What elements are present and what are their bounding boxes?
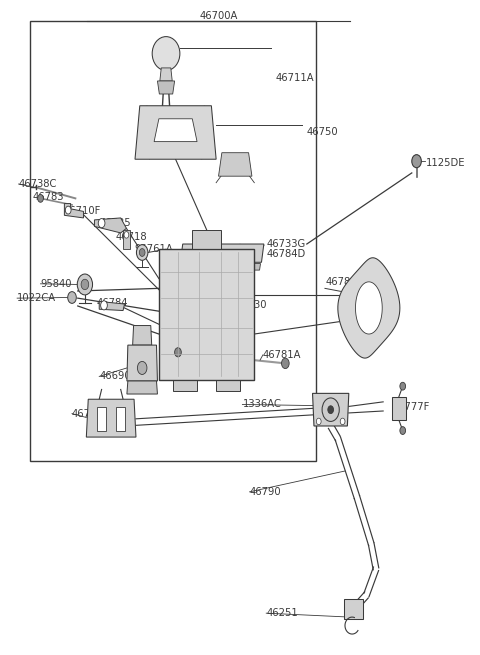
Polygon shape bbox=[64, 204, 84, 218]
Text: 46710F: 46710F bbox=[63, 206, 101, 216]
Circle shape bbox=[281, 358, 289, 369]
Text: 46781A: 46781A bbox=[263, 350, 301, 360]
Polygon shape bbox=[99, 301, 124, 310]
Circle shape bbox=[37, 195, 43, 202]
Text: 46784D: 46784D bbox=[266, 250, 305, 259]
Polygon shape bbox=[127, 381, 157, 394]
Polygon shape bbox=[154, 119, 197, 141]
Circle shape bbox=[101, 301, 108, 310]
Circle shape bbox=[322, 398, 339, 421]
Circle shape bbox=[175, 348, 181, 357]
Circle shape bbox=[98, 219, 105, 228]
Polygon shape bbox=[392, 397, 406, 420]
Circle shape bbox=[124, 232, 129, 238]
Bar bbox=[159, 250, 254, 380]
Circle shape bbox=[139, 249, 145, 256]
Bar bbox=[30, 21, 316, 461]
Polygon shape bbox=[251, 263, 261, 270]
Text: 1125DE: 1125DE bbox=[426, 158, 466, 168]
Circle shape bbox=[340, 418, 345, 424]
Circle shape bbox=[316, 418, 321, 424]
Text: 46711A: 46711A bbox=[276, 73, 314, 83]
Text: 1022CA: 1022CA bbox=[17, 293, 56, 303]
Polygon shape bbox=[173, 380, 197, 392]
Text: 46738C: 46738C bbox=[18, 179, 57, 189]
Text: 46251: 46251 bbox=[266, 608, 298, 618]
Polygon shape bbox=[356, 282, 382, 334]
Text: 46730: 46730 bbox=[235, 300, 267, 310]
Circle shape bbox=[136, 245, 148, 260]
Polygon shape bbox=[312, 394, 349, 426]
Polygon shape bbox=[159, 250, 254, 380]
Polygon shape bbox=[192, 230, 221, 250]
Text: 1336AC: 1336AC bbox=[242, 400, 281, 409]
Bar bbox=[122, 230, 130, 250]
Text: 46700A: 46700A bbox=[199, 10, 238, 21]
Polygon shape bbox=[338, 258, 400, 358]
Polygon shape bbox=[216, 380, 240, 392]
Text: 43777F: 43777F bbox=[393, 402, 430, 412]
Circle shape bbox=[400, 383, 406, 390]
Polygon shape bbox=[160, 68, 172, 81]
Text: 46770B: 46770B bbox=[72, 409, 110, 419]
Circle shape bbox=[68, 291, 76, 303]
Bar bbox=[97, 407, 107, 430]
Bar bbox=[116, 407, 125, 430]
Text: 46790: 46790 bbox=[250, 487, 281, 497]
Circle shape bbox=[137, 362, 147, 375]
Text: 46784: 46784 bbox=[97, 298, 128, 308]
Text: 46750: 46750 bbox=[307, 127, 338, 137]
Polygon shape bbox=[86, 400, 136, 437]
Text: 46718: 46718 bbox=[116, 233, 147, 242]
Circle shape bbox=[328, 405, 334, 413]
Circle shape bbox=[412, 155, 421, 168]
Circle shape bbox=[400, 426, 406, 434]
Text: 95761A: 95761A bbox=[134, 244, 173, 254]
Text: 46690: 46690 bbox=[99, 371, 131, 381]
Polygon shape bbox=[127, 345, 157, 381]
Text: 46780C: 46780C bbox=[326, 277, 364, 287]
Circle shape bbox=[65, 206, 71, 214]
Polygon shape bbox=[135, 105, 216, 159]
Text: 46735: 46735 bbox=[99, 218, 131, 228]
Text: 95840: 95840 bbox=[40, 279, 72, 289]
Ellipse shape bbox=[152, 37, 180, 71]
Bar bbox=[344, 599, 363, 619]
Polygon shape bbox=[157, 81, 175, 94]
Circle shape bbox=[81, 279, 89, 290]
Polygon shape bbox=[183, 263, 192, 270]
Polygon shape bbox=[180, 244, 264, 262]
Polygon shape bbox=[95, 218, 126, 233]
Polygon shape bbox=[132, 326, 152, 345]
Text: 46783: 46783 bbox=[33, 192, 64, 202]
Polygon shape bbox=[218, 153, 252, 176]
Circle shape bbox=[77, 274, 93, 295]
Text: 46733G: 46733G bbox=[266, 239, 305, 249]
